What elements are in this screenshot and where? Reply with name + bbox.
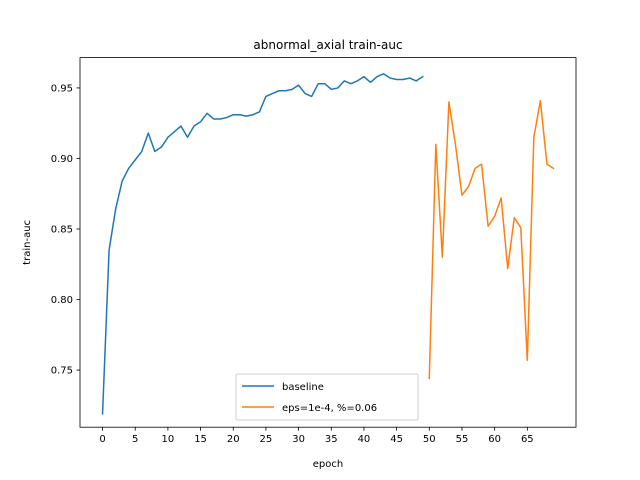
y-axis-label: train-auc [22,220,33,265]
x-tick-label: 45 [390,434,403,445]
y-tick-label: 0.75 [51,366,73,377]
series-line-1 [428,99,555,380]
legend: baseline eps=1e-4, %=0.06 [235,373,419,421]
x-axis-label: epoch [313,459,343,470]
x-tick-label: 30 [292,434,305,445]
x-tick-label: 15 [194,434,207,445]
x-tick-label: 0 [99,434,105,445]
series-line-0 [101,73,424,415]
chart-title: abnormal_axial train-auc [253,38,402,52]
x-axis-ticks: 0 5 10 15 20 25 30 35 40 45 50 55 60 65 [99,427,534,445]
y-tick-label: 0.95 [51,83,73,94]
plot-frame [79,57,577,428]
x-tick-label: 60 [488,434,501,445]
legend-label-baseline: baseline [282,382,324,393]
x-tick-label: 20 [227,434,240,445]
x-tick-label: 55 [456,434,469,445]
y-axis-ticks: 0.75 0.80 0.85 0.90 0.95 [51,83,80,377]
legend-frame [235,373,419,421]
x-tick-label: 25 [260,434,273,445]
y-tick-label: 0.90 [51,154,73,165]
y-tick-label: 0.85 [51,224,73,235]
plot-lines [101,73,555,415]
x-tick-label: 65 [521,434,534,445]
x-tick-label: 35 [325,434,338,445]
x-tick-label: 5 [132,434,138,445]
x-tick-label: 50 [423,434,436,445]
x-tick-label: 10 [162,434,175,445]
x-tick-label: 40 [358,434,371,445]
legend-label-eps: eps=1e-4, %=0.06 [282,403,377,414]
y-tick-label: 0.80 [51,295,73,306]
